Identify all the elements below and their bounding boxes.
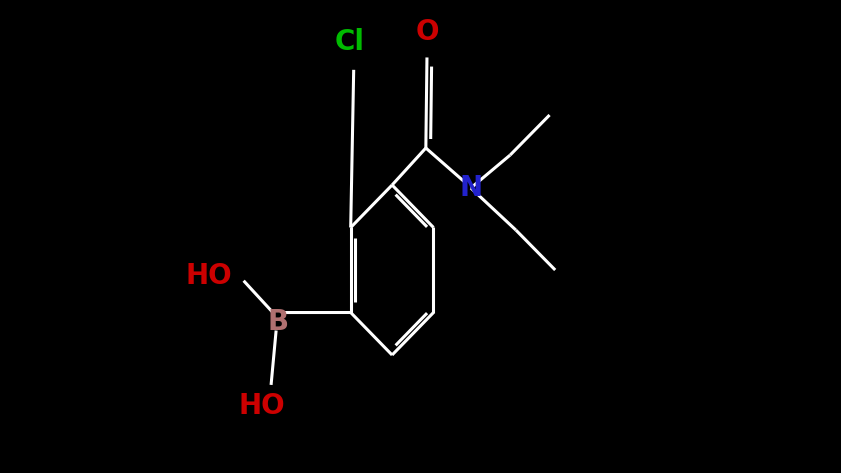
Text: B: B	[268, 308, 289, 336]
Text: N: N	[459, 174, 483, 202]
Text: O: O	[415, 18, 439, 45]
Text: HO: HO	[238, 392, 285, 420]
Text: HO: HO	[185, 262, 232, 290]
Text: Cl: Cl	[335, 27, 365, 56]
